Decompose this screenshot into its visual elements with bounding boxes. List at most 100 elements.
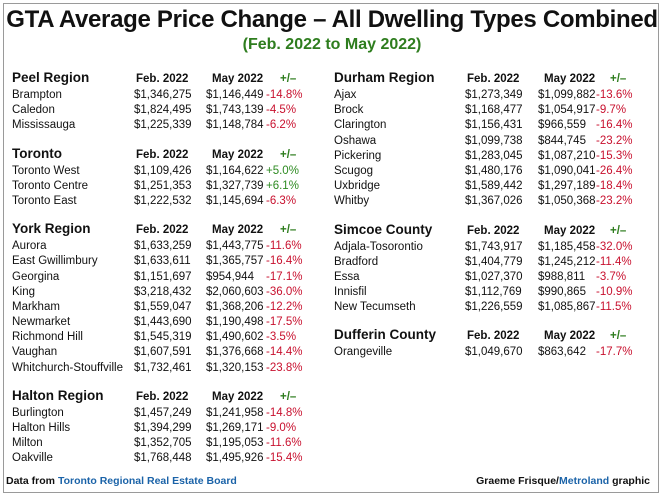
may-price: $1,368,206 xyxy=(206,300,264,313)
may-price: $1,297,189 xyxy=(538,180,596,193)
source-prefix: Data from xyxy=(6,475,58,487)
feb-price: $1,049,670 xyxy=(465,346,523,359)
table-row: Pickering $1,283,045 $1,087,210 -15.3% xyxy=(334,150,654,165)
price-change: -23.8% xyxy=(266,361,303,374)
may-price: $1,327,739 xyxy=(206,179,264,192)
price-change: -15.4% xyxy=(266,452,303,465)
feb-price: $1,559,047 xyxy=(134,300,192,313)
may-price: $954,944 xyxy=(206,270,254,283)
area-name: Vaughan xyxy=(12,346,58,359)
may-price: $2,060,603 xyxy=(206,285,264,298)
price-change: -3.5% xyxy=(266,331,297,344)
column-header-change: +/– xyxy=(280,390,297,403)
column-header-feb: Feb. 2022 xyxy=(136,148,189,161)
price-change: -11.6% xyxy=(266,240,302,253)
table-row: Caledon $1,824,495 $1,743,139 -4.5% xyxy=(12,104,312,119)
may-price: $1,145,694 xyxy=(206,194,264,207)
table-row: East Gwillimbury $1,633,611 $1,365,757 -16.… xyxy=(12,255,312,270)
table-row: Markham $1,559,047 $1,368,206 -12.2% xyxy=(12,301,312,316)
credit-suffix: graphic xyxy=(609,475,650,487)
price-change: -15.3% xyxy=(596,149,633,162)
column-header-may: May 2022 xyxy=(544,224,596,237)
column-header-change: +/– xyxy=(280,73,297,85)
chart-title: GTA Average Price Change – All Dwelling … xyxy=(6,6,658,33)
area-name: Burlington xyxy=(12,406,64,419)
region-name: Toronto xyxy=(12,145,62,161)
may-price: $966,559 xyxy=(538,119,586,132)
table-row: Whitby $1,367,026 $1,050,368 -23.2% xyxy=(334,195,654,210)
feb-price: $1,607,591 xyxy=(134,346,192,359)
price-change: -12.2% xyxy=(266,300,303,313)
region-name: Peel Region xyxy=(12,70,90,85)
may-price: $1,087,210 xyxy=(538,149,596,162)
feb-price: $1,283,045 xyxy=(465,149,523,162)
feb-price: $1,112,769 xyxy=(465,286,522,299)
region-header: Simcoe County Feb. 2022 May 2022 +/– xyxy=(334,222,654,241)
table-row: Newmarket $1,443,690 $1,190,498 -17.5% xyxy=(12,316,312,331)
may-price: $1,190,498 xyxy=(206,316,264,329)
area-name: Richmond Hill xyxy=(12,331,83,344)
may-price: $1,146,449 xyxy=(206,89,264,101)
price-change: -17.1% xyxy=(266,270,303,283)
may-price: $1,085,867 xyxy=(538,301,596,314)
price-change: -23.2% xyxy=(596,134,633,147)
source-link[interactable]: Toronto Regional Real Estate Board xyxy=(57,475,237,487)
may-price: $1,320,153 xyxy=(206,361,264,374)
region-section: Toronto Feb. 2022 May 2022 +/– Toronto West $… xyxy=(12,146,312,211)
region-section: York Region Feb. 2022 May 2022 +/– Aurora $1,… xyxy=(12,221,312,377)
price-change: -11.5% xyxy=(596,301,632,314)
may-price: $844,745 xyxy=(538,134,586,147)
table-row: Burlington $1,457,249 $1,241,958 -14.8% xyxy=(12,407,312,422)
may-price: $1,245,212 xyxy=(538,255,596,268)
feb-price: $1,443,690 xyxy=(134,316,192,329)
area-name: Milton xyxy=(12,437,43,450)
area-name: Ajax xyxy=(334,89,357,101)
price-change: -9.0% xyxy=(266,422,297,434)
region-name: York Region xyxy=(12,221,91,237)
feb-price: $1,273,349 xyxy=(465,89,523,101)
graphic-frame xyxy=(3,3,659,493)
table-row: Aurora $1,633,259 $1,443,775 -11.6% xyxy=(12,240,312,255)
chart-subtitle: (Feb. 2022 to May 2022) xyxy=(242,36,422,53)
price-change: -14.4% xyxy=(266,346,303,359)
region-header: Halton Region Feb. 2022 May 2022 +/– xyxy=(12,388,312,407)
may-price: $1,495,926 xyxy=(206,452,264,465)
table-row: Whitchurch-Stouffville $1,732,461 $1,320,1… xyxy=(12,362,312,377)
price-change: -18.4% xyxy=(596,180,633,193)
feb-price: $1,743,917 xyxy=(465,240,523,253)
area-name: Uxbridge xyxy=(334,180,381,193)
column-header-change: +/– xyxy=(610,73,627,85)
area-name: Pickering xyxy=(334,149,382,162)
may-price: $1,148,784 xyxy=(206,119,264,132)
area-name: Mississauga xyxy=(12,119,76,132)
area-name: Clarington xyxy=(334,119,387,132)
feb-price: $1,732,461 xyxy=(134,361,192,374)
column-header-feb: Feb. 2022 xyxy=(136,73,189,85)
feb-price: $1,352,705 xyxy=(134,437,192,450)
left-column: Peel Region Feb. 2022 May 2022 +/– Brampton $… xyxy=(12,70,312,479)
feb-price: $1,151,697 xyxy=(134,270,192,283)
table-row: Uxbridge $1,589,442 $1,297,189 -18.4% xyxy=(334,180,654,195)
may-price: $1,743,139 xyxy=(206,104,264,117)
table-row: Orangeville $1,049,670 $863,642 -17.7% xyxy=(334,346,654,361)
region-header: Toronto Feb. 2022 May 2022 +/– xyxy=(12,146,312,165)
column-header-change: +/– xyxy=(280,224,297,237)
feb-price: $1,633,259 xyxy=(134,240,192,253)
area-name: Oakville xyxy=(12,452,53,465)
feb-price: $1,824,495 xyxy=(134,104,192,117)
may-price: $1,050,368 xyxy=(538,195,596,208)
may-price: $1,090,041 xyxy=(538,164,596,177)
column-header-may: May 2022 xyxy=(544,73,596,85)
table-row: Scugog $1,480,176 $1,090,041 -26.4% xyxy=(334,165,654,180)
region-header: York Region Feb. 2022 May 2022 +/– xyxy=(12,221,312,240)
area-name: King xyxy=(12,285,36,298)
area-name: New Tecumseth xyxy=(334,301,416,314)
price-change: -32.0% xyxy=(596,240,633,253)
area-name: East Gwillimbury xyxy=(12,255,98,268)
region-header: Durham Region Feb. 2022 May 2022 +/– xyxy=(334,70,654,89)
feb-price: $1,225,339 xyxy=(134,119,192,132)
column-header-may: May 2022 xyxy=(212,390,264,403)
graphic-credit: Graeme Frisque/Metroland graphic xyxy=(476,475,650,487)
price-change: -9.7% xyxy=(596,104,627,117)
table-row: Toronto Centre $1,251,353 $1,327,739 +6.1% xyxy=(12,180,312,195)
